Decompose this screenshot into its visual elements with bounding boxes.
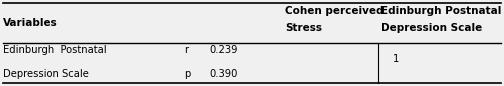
- Text: Cohen perceived: Cohen perceived: [285, 6, 383, 16]
- Text: Edinburgh  Postnatal: Edinburgh Postnatal: [3, 45, 106, 55]
- Text: 1: 1: [393, 54, 400, 64]
- Text: Depression Scale: Depression Scale: [381, 23, 482, 33]
- Text: Depression Scale: Depression Scale: [3, 69, 88, 79]
- Text: 0.390: 0.390: [209, 69, 237, 79]
- Text: Variables: Variables: [3, 18, 57, 28]
- Text: p: p: [184, 69, 190, 79]
- Text: Edinburgh Postnatal: Edinburgh Postnatal: [381, 6, 501, 16]
- Text: Stress: Stress: [285, 23, 322, 33]
- Text: 0.239: 0.239: [209, 45, 238, 55]
- Text: r: r: [184, 45, 188, 55]
